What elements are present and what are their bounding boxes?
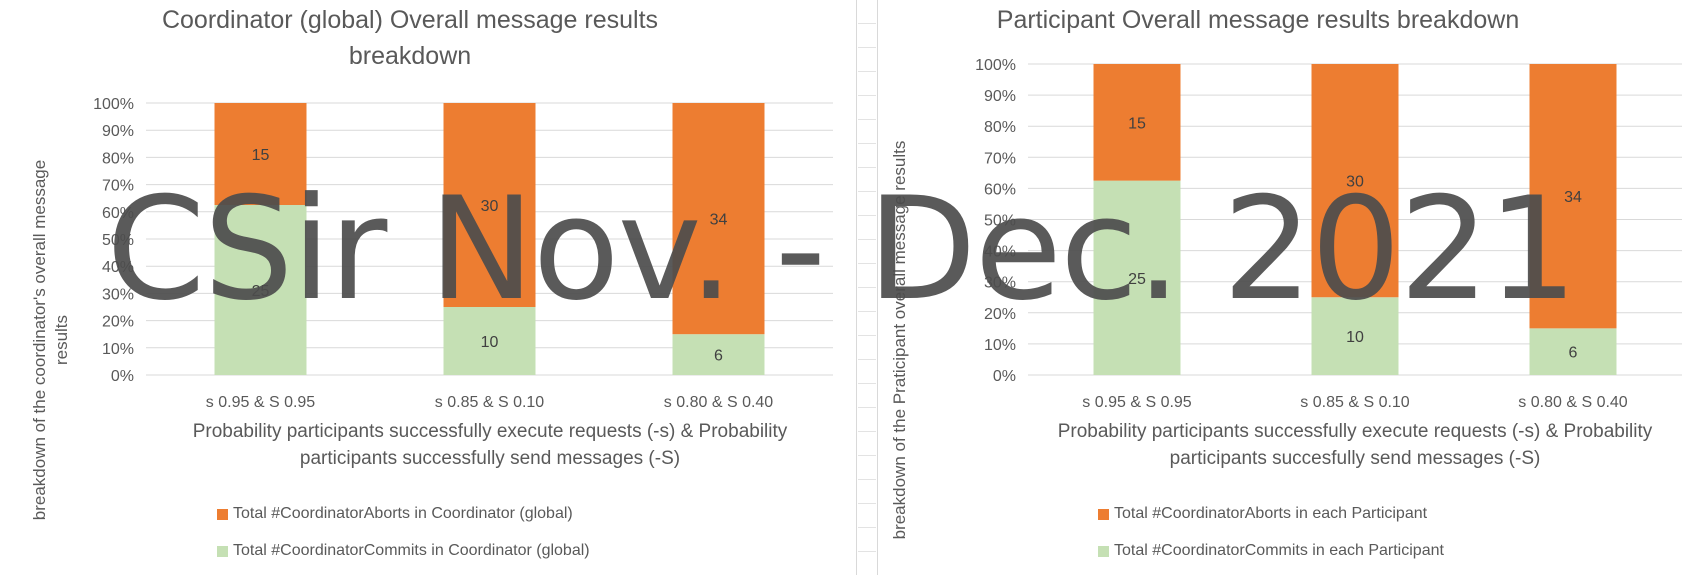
data-label: 25 — [252, 283, 270, 300]
legend-item-commits: Total #CoordinatorCommits in each Partic… — [1098, 542, 1444, 560]
legend-swatch — [1098, 545, 1109, 557]
y-tick-label: 10% — [984, 337, 1016, 354]
legend-label: Total #CoordinatorCommits in each Partic… — [1114, 542, 1444, 559]
y-tick-label: 0% — [993, 368, 1016, 385]
legend-item-aborts: Total #CoordinatorAborts in Coordinator … — [217, 505, 573, 523]
data-label: 34 — [710, 212, 728, 229]
x-tick-label: s 0.85 & S 0.10 — [435, 394, 545, 411]
panel-divider — [877, 0, 878, 575]
y-tick-label: 50% — [102, 232, 134, 249]
bar-segment — [443, 103, 536, 307]
bar-segment — [443, 307, 536, 375]
y-tick-label: 30% — [102, 286, 134, 303]
data-label: 15 — [1128, 115, 1146, 132]
bar-segment — [672, 334, 765, 375]
x-tick-label: s 0.95 & S 0.95 — [1082, 394, 1192, 411]
legend-swatch — [1098, 508, 1109, 520]
y-tick-label: 90% — [984, 88, 1016, 105]
y-tick-label: 60% — [102, 205, 134, 222]
bar-segment — [214, 103, 307, 205]
y-tick-label: 80% — [984, 119, 1016, 136]
y-tick-label: 80% — [102, 150, 134, 167]
x-axis-label: Probability participants successfully ex… — [1057, 421, 1653, 469]
legend-item-commits: Total #CoordinatorCommits in Coordinator… — [217, 542, 590, 560]
y-tick-label: 50% — [984, 213, 1016, 230]
legend-item-aborts: Total #CoordinatorAborts in each Partici… — [1098, 505, 1427, 523]
bar-segment — [1311, 297, 1399, 375]
data-label: 34 — [1564, 189, 1582, 206]
bar-segment — [214, 205, 307, 375]
y-tick-label: 20% — [102, 314, 134, 331]
y-tick-label: 70% — [102, 178, 134, 195]
bar-segment — [672, 103, 765, 335]
y-tick-label: 40% — [102, 259, 134, 276]
y-tick-label: 90% — [102, 123, 134, 140]
legend-label: Total #CoordinatorAborts in each Partici… — [1114, 505, 1428, 522]
bar-segment — [1093, 64, 1181, 181]
bar-segment — [1311, 64, 1399, 298]
y-tick-label: 0% — [111, 368, 134, 385]
y-tick-label: 60% — [984, 181, 1016, 198]
legend-label: Total #CoordinatorAborts in Coordinator … — [233, 505, 573, 522]
bar-segment — [1529, 64, 1617, 329]
y-tick-label: 40% — [984, 244, 1016, 261]
y-tick-label: 30% — [984, 275, 1016, 292]
data-label: 6 — [714, 348, 723, 365]
participant-chart: Participant Overall message results brea… — [878, 0, 1682, 575]
data-label: 30 — [481, 198, 499, 215]
legend-swatch — [217, 545, 228, 557]
data-label: 30 — [1346, 174, 1364, 191]
bar-segment — [1529, 328, 1617, 375]
x-tick-label: s 0.95 & S 0.95 — [206, 394, 316, 411]
legend-label: Total #CoordinatorCommits in Coordinator… — [233, 542, 590, 559]
y-tick-label: 100% — [975, 57, 1016, 74]
panel-divider — [856, 0, 857, 575]
chart-title: Coordinator (global) Overall message res… — [161, 6, 659, 70]
y-tick-label: 100% — [93, 96, 134, 113]
x-tick-label: s 0.85 & S 0.10 — [1300, 394, 1410, 411]
data-label: 6 — [1569, 345, 1578, 362]
coordinator-chart: Coordinator (global) Overall message res… — [30, 6, 833, 560]
spreadsheet-gridlines — [858, 0, 876, 575]
chart-title: Participant Overall message results brea… — [996, 6, 1520, 34]
plot-area: 0% 10% 20% 30% 40% 50% 60% 70% 80% 90% 100% 25 15 s 0… — [93, 96, 833, 411]
bar-segment — [1093, 180, 1181, 375]
y-tick-label: 20% — [984, 306, 1016, 323]
data-label: 25 — [1128, 271, 1146, 288]
data-label: 10 — [481, 334, 499, 351]
legend-swatch — [217, 508, 228, 520]
x-axis-label: Probability participants successfully ex… — [192, 421, 788, 469]
y-tick-label: 70% — [984, 150, 1016, 167]
x-tick-label: s 0.80 & S 0.40 — [664, 394, 774, 411]
y-tick-label: 10% — [102, 341, 134, 358]
x-tick-label: s 0.80 & S 0.40 — [1518, 394, 1628, 411]
data-label: 15 — [252, 147, 270, 164]
plot-area: 0% 10% 20% 30% 40% 50% 60% 70% 80% 90% 100% 25 15 s 0… — [975, 57, 1682, 411]
data-label: 10 — [1346, 329, 1364, 346]
watermark: CSir Nov. - Dec. 2021 — [106, 167, 1577, 332]
